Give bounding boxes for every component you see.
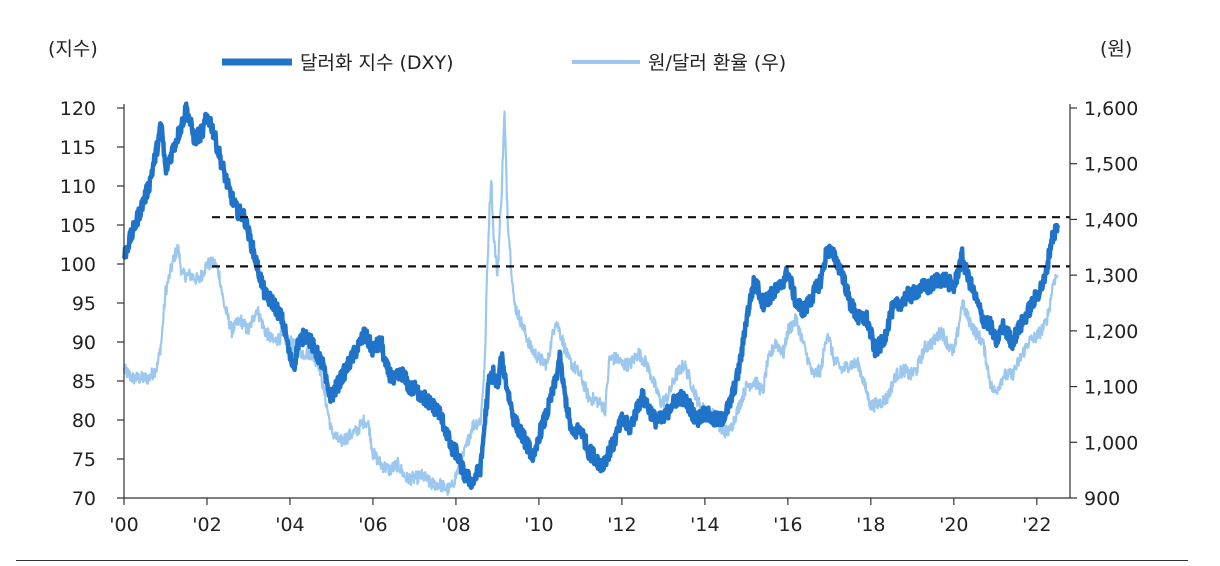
x-tick-label: '12	[607, 514, 636, 536]
series-line-dxy	[121, 101, 1060, 490]
right-tick-label: 1,300	[1084, 265, 1138, 287]
right-tick-label: 1,000	[1084, 432, 1138, 454]
x-tick-label: '00	[109, 514, 138, 536]
right-axis-unit: (원)	[1100, 38, 1132, 60]
right-tick-label: 1,200	[1084, 321, 1138, 343]
plot-area	[121, 101, 1070, 496]
bottom-divider	[16, 560, 1188, 561]
left-tick-label: 110	[60, 176, 96, 198]
x-tick-label: '02	[192, 514, 221, 536]
x-tick-label: '10	[524, 514, 553, 536]
x-tick-label: '14	[690, 514, 719, 536]
left-tick-label: 70	[72, 488, 96, 510]
left-tick-label: 75	[72, 449, 96, 471]
right-tick-label: 1,100	[1084, 377, 1138, 399]
left-tick-label: 95	[72, 293, 96, 315]
left-tick-label: 105	[60, 215, 96, 237]
left-tick-label: 115	[60, 137, 96, 159]
left-axis-unit: (지수)	[48, 38, 98, 60]
x-tick-label: '16	[773, 514, 802, 536]
x-tick-label: '06	[358, 514, 387, 536]
left-tick-label: 90	[72, 332, 96, 354]
left-tick-label: 120	[60, 98, 96, 120]
x-tick-label: '22	[1022, 514, 1051, 536]
right-tick-label: 1,500	[1084, 154, 1138, 176]
x-tick-label: '18	[856, 514, 885, 536]
right-tick-label: 1,400	[1084, 209, 1138, 231]
series-line-krw-usd	[122, 110, 1059, 496]
legend: 달러화 지수 (DXY) 원/달러 환율 (우)	[222, 52, 786, 74]
left-tick-label: 100	[60, 254, 96, 276]
x-tick-label: '08	[441, 514, 470, 536]
right-tick-label: 1,600	[1084, 98, 1138, 120]
left-tick-label: 85	[72, 371, 96, 393]
legend-label-dxy: 달러화 지수 (DXY)	[300, 52, 454, 74]
left-tick-label: 80	[72, 410, 96, 432]
x-tick-label: '04	[275, 514, 304, 536]
right-tick-label: 900	[1084, 488, 1120, 510]
x-tick-label: '20	[939, 514, 968, 536]
axes: 70 75 80 85 90 95 100 105 110 115 120 900 1,000 1,100…	[60, 98, 1139, 536]
legend-label-krw: 원/달러 환율 (우)	[648, 52, 786, 74]
